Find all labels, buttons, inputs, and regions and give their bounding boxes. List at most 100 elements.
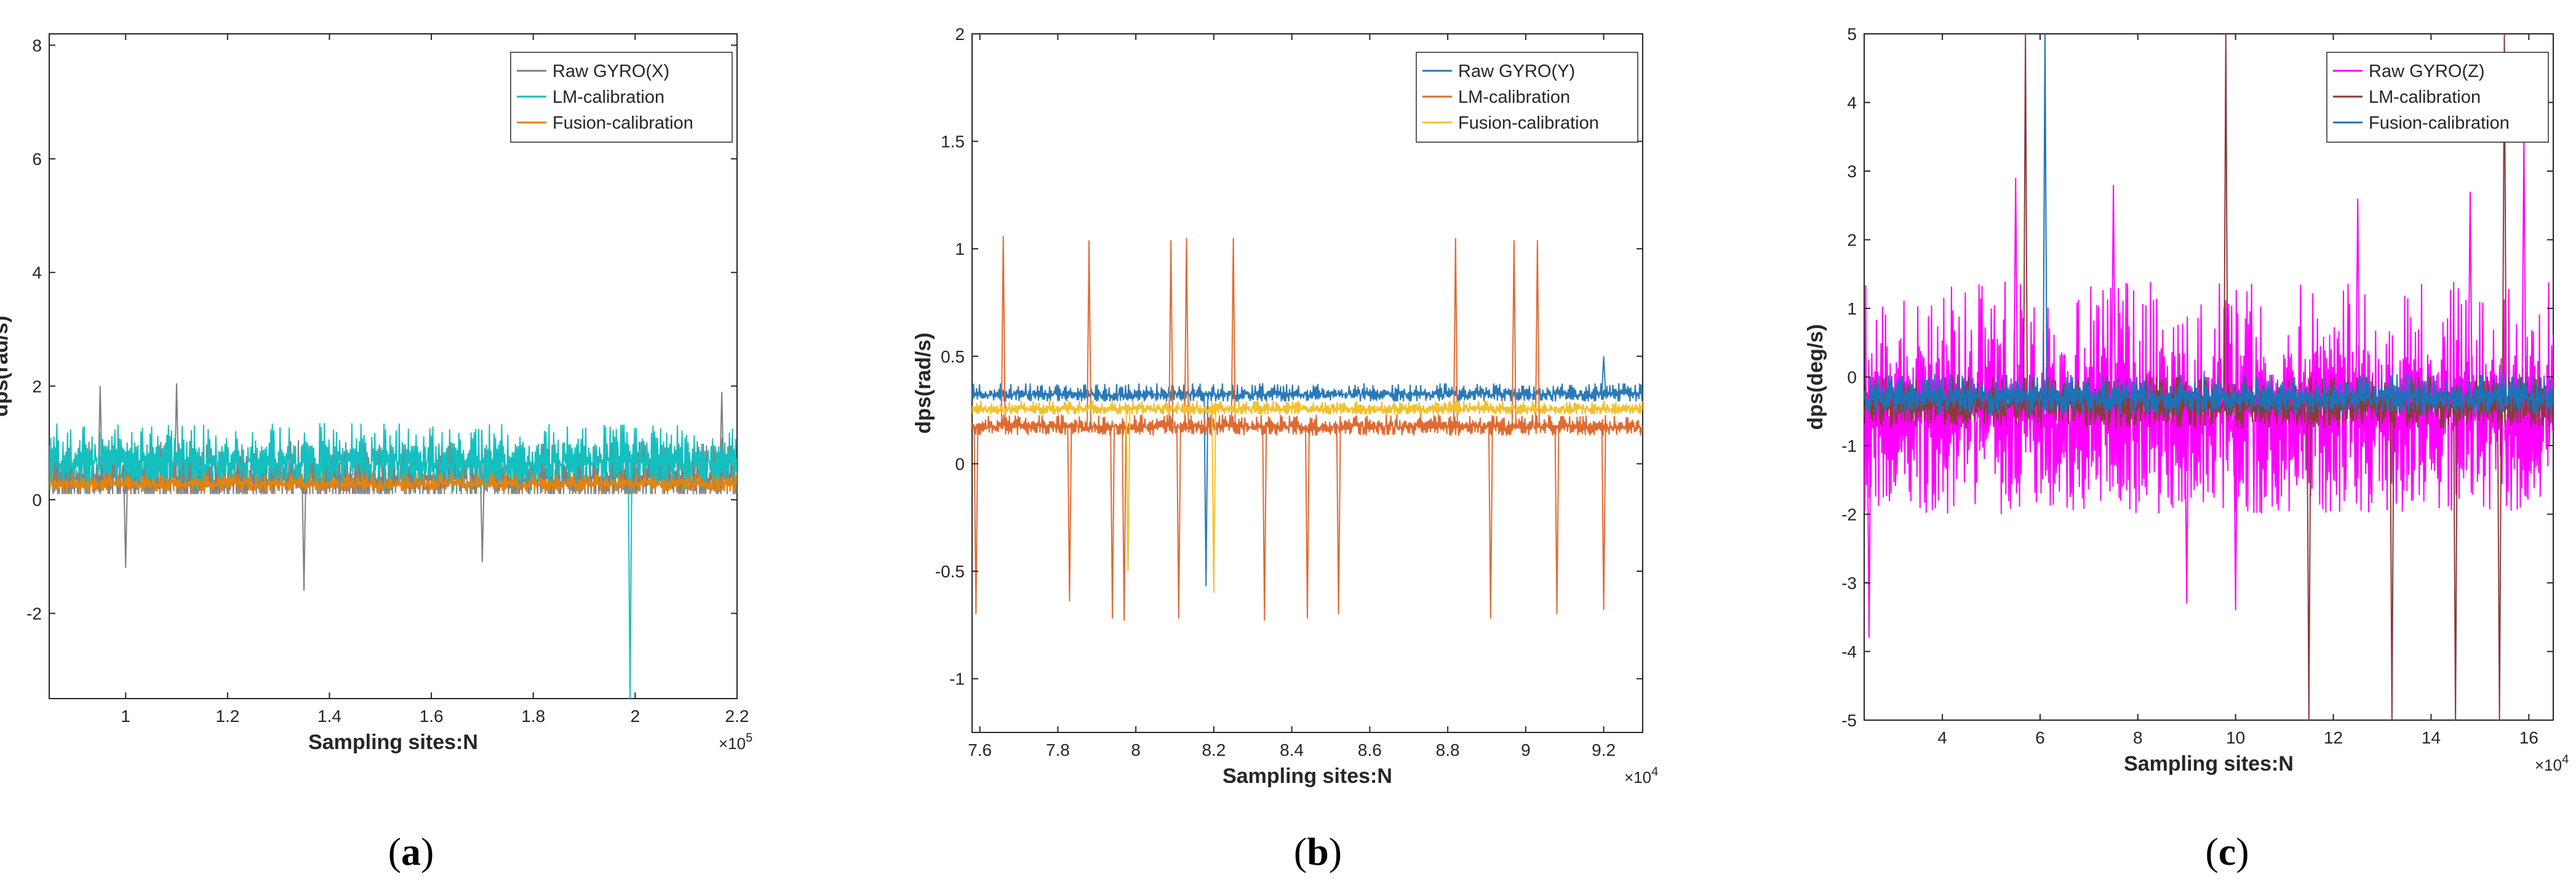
series-spike — [1336, 425, 1341, 614]
series-spike — [1534, 240, 1540, 425]
series-group — [49, 383, 737, 699]
x-tick-label: 7.6 — [968, 740, 992, 760]
series-spike — [1125, 407, 1131, 572]
series-spike — [628, 457, 633, 699]
series-spike — [1866, 397, 1872, 638]
series-spike — [2453, 401, 2458, 720]
legend-label: Raw GYRO(X) — [552, 62, 669, 81]
legend-box — [510, 52, 733, 143]
series-spike — [1000, 236, 1006, 425]
x-tick-label: 1 — [121, 707, 130, 726]
y-tick-label: -3 — [1841, 574, 1857, 593]
legend: Raw GYRO(Y) LM-calibration Fusion-calibrat… — [1416, 52, 1638, 143]
y-axis-label: dps(rad/s) — [0, 316, 12, 417]
x-multiplier: ×104 — [2535, 753, 2569, 774]
y-tick-label: 2 — [32, 377, 42, 396]
series-spike — [2502, 34, 2507, 401]
series-line-1 — [1864, 281, 2553, 515]
x-tick-label: 16 — [2519, 728, 2538, 747]
series-spike — [973, 425, 979, 614]
series-spike — [1511, 240, 1517, 425]
legend-box — [2326, 52, 2549, 143]
x-tick-label: 8.6 — [1358, 740, 1382, 760]
legend-label: LM-calibration — [552, 87, 664, 107]
x-tick-label: 6 — [2035, 728, 2045, 747]
series-spike — [1184, 238, 1189, 425]
y-tick-label: 6 — [32, 150, 42, 169]
series-spike — [1554, 425, 1560, 614]
series-line-1 — [972, 383, 1643, 402]
legend-label: Fusion-calibration — [2369, 113, 2510, 133]
y-tick-label: 0 — [1847, 368, 1857, 387]
legend-label: Fusion-calibration — [1458, 113, 1599, 133]
series-spike — [2389, 401, 2395, 720]
y-tick-label: -0.5 — [935, 562, 965, 581]
series-spike — [1230, 238, 1236, 425]
series-spike — [719, 391, 725, 475]
y-axis-label: dps(rad/s) — [912, 332, 935, 433]
y-tick-label: 4 — [1847, 94, 1857, 113]
series-spike — [1262, 425, 1267, 621]
x-tick-label: 7.8 — [1046, 740, 1070, 760]
series-spike — [301, 474, 307, 591]
series-spike — [2111, 185, 2116, 398]
y-tick-label: 1.5 — [941, 132, 965, 151]
series-spike — [1453, 238, 1458, 425]
x-tick-label: 9.2 — [1592, 740, 1616, 760]
x-tick-label: 8 — [2133, 728, 2143, 747]
series-spike — [1087, 240, 1092, 425]
y-tick-label: 0 — [32, 491, 42, 510]
y-tick-label: 2 — [1847, 231, 1857, 250]
y-tick-label: 8 — [32, 36, 42, 55]
y-axis-label: dps(deg/s) — [1804, 324, 1827, 430]
x-axis-label: Sampling sites:N — [1222, 764, 1392, 788]
series-spike — [1601, 425, 1606, 610]
series-spike — [2467, 191, 2473, 398]
series-spike — [1211, 407, 1216, 593]
y-tick-label: -1 — [1841, 436, 1857, 455]
y-tick-label: 4 — [32, 263, 42, 283]
chart-panel-a: 1 1.2 1.4 1.6 1.8 2 2.2 -2 0 2 4 6 8 Sampling sites:N… — [0, 33, 752, 754]
series-spike — [1122, 425, 1127, 621]
x-tick-label: 8.4 — [1280, 740, 1304, 760]
series-line-2 — [972, 414, 1643, 436]
x-tick-label: 1.6 — [420, 707, 444, 726]
y-tick-label: -2 — [26, 604, 42, 623]
series-spike — [2306, 401, 2311, 720]
x-multiplier: ×104 — [1624, 765, 1658, 787]
x-tick-label: 12 — [2324, 728, 2343, 747]
plot-area — [49, 33, 738, 699]
y-tick-label: -1 — [949, 670, 965, 689]
series-spike — [2497, 401, 2502, 720]
x-axis-label: Sampling sites:N — [2124, 752, 2294, 776]
x-tick-label: 1.2 — [215, 707, 239, 726]
chart-panel-b: 7.6 7.8 8 8.2 8.4 8.6 8.8 9 9.2 -1 -0.5 0 0.5 1 1.5 2 Sa… — [912, 25, 1658, 788]
legend-label: Raw GYRO(Y) — [1458, 62, 1575, 81]
legend: Raw GYRO(Z) LM-calibration Fusion-calibrat… — [2326, 52, 2549, 143]
series-spike — [1168, 240, 1174, 425]
legend-label: LM-calibration — [1458, 87, 1570, 107]
series-spike — [2355, 198, 2361, 398]
series-spike — [174, 383, 180, 475]
panel-label-a: (a) — [388, 830, 434, 873]
x-tick-label: 1.8 — [521, 707, 545, 726]
series-line-2 — [49, 423, 737, 491]
y-tick-label: -5 — [1841, 711, 1857, 730]
series-line-3 — [49, 473, 737, 492]
legend-box — [1416, 52, 1638, 143]
legend-label: Raw GYRO(Z) — [2369, 62, 2485, 81]
y-tick-label: 1 — [955, 239, 965, 259]
series-spike — [2233, 397, 2238, 611]
x-exponent: 4 — [1651, 765, 1658, 779]
x-axis-label: Sampling sites:N — [308, 731, 478, 754]
panel-label-c: (c) — [2205, 830, 2249, 873]
x-tick-label: 2 — [631, 707, 640, 726]
x-tick-label: 10 — [2226, 728, 2245, 747]
x-tick-label: 4 — [1937, 728, 1947, 747]
legend-label: Fusion-calibration — [552, 113, 693, 133]
x-tick-label: 2.2 — [725, 707, 749, 726]
series-spike — [2023, 34, 2028, 401]
y-tick-label: 3 — [1847, 162, 1857, 181]
